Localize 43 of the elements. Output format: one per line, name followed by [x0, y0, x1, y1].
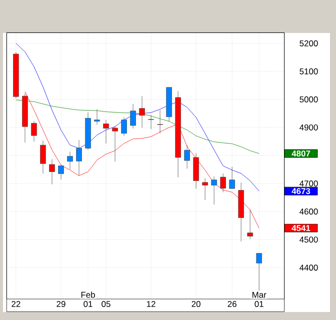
- x-tick-label: 20: [192, 301, 200, 308]
- candlestick: [67, 151, 73, 170]
- y-tick-label: 4700: [300, 180, 318, 187]
- candlestick: [229, 166, 235, 189]
- x-tick-label: 26: [228, 301, 236, 308]
- y-tick-label: 5000: [300, 96, 318, 102]
- line-series: [16, 43, 260, 192]
- candlestick: [130, 104, 136, 129]
- candlestick: [58, 164, 64, 180]
- x-tick-label: 05: [102, 301, 110, 308]
- annotation: Mar: [252, 292, 266, 298]
- candlestick: [193, 153, 199, 189]
- candlestick: [49, 158, 55, 185]
- x-tick-label: 12: [146, 301, 156, 307]
- x-tick-label: 22: [12, 301, 20, 307]
- y-tick-label: 4600: [300, 208, 318, 215]
- candlestick: [256, 253, 262, 291]
- text: 4541: [292, 225, 310, 232]
- candlestick: [184, 144, 190, 169]
- text: 4807: [292, 150, 310, 157]
- candlestick: [220, 173, 226, 192]
- candlestick: [40, 140, 46, 174]
- x-tick-label: 29: [56, 301, 66, 308]
- annotation: Feb: [81, 292, 95, 298]
- x-tick-label: 01: [84, 301, 92, 308]
- candlestick: [139, 96, 145, 128]
- y-tick-label: 4400: [300, 264, 318, 271]
- candlestick: [211, 176, 217, 205]
- candlestick: [103, 120, 109, 144]
- candlestick: [31, 120, 37, 142]
- y-tick-label: 4500: [300, 236, 318, 243]
- candlestick: [202, 178, 208, 200]
- candlestick: [112, 126, 118, 162]
- candlestick: [121, 117, 127, 136]
- y-tick-label: 5200: [300, 40, 318, 46]
- x-tick-label: 01: [254, 301, 264, 308]
- candlestick: [148, 114, 154, 130]
- y-tick-label: 4900: [300, 124, 318, 130]
- y-tick-label: 5100: [300, 68, 318, 74]
- candlestick: [94, 109, 100, 125]
- candlestick: [157, 110, 163, 134]
- text: 4673: [292, 188, 310, 194]
- candlestick: [76, 140, 82, 176]
